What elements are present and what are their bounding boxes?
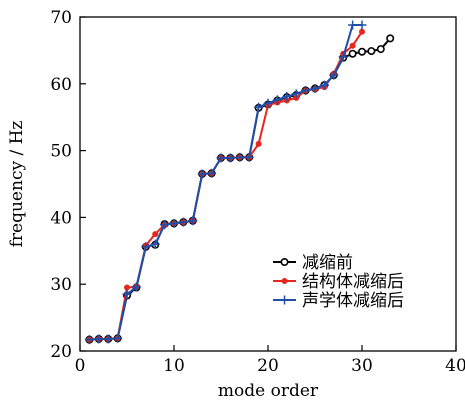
series-2-point [319,80,329,90]
series-2-point [197,169,207,179]
series-1-point [358,28,365,35]
series-2-point [113,333,123,343]
y-tick-label: 70 [50,8,72,28]
series-2-point [122,289,132,299]
y-tick-label: 60 [50,75,72,95]
legend-entry-2: 声学体减缩后 [273,291,404,311]
x-tick-label: 20 [257,356,279,376]
series-2-point [141,242,151,252]
series-2-point [329,70,339,80]
plot-series [84,20,395,345]
legend-marker-0 [273,257,296,266]
series-0-point [386,34,395,43]
y-tick-label: 30 [50,275,72,295]
y-tick-label: 50 [50,142,72,162]
y-tick-label: 40 [50,208,72,228]
x-tick-label: 10 [163,356,185,376]
series-2-point [178,217,188,227]
series-2-point [301,85,311,95]
series-2-point [235,152,245,162]
series-1-point [152,231,159,238]
series-2-point [348,20,358,30]
series-2-point [84,335,94,345]
series-0-point [357,47,366,56]
y-tick-label: 20 [50,342,72,362]
legend-marker-1 [273,277,296,284]
series-2-point [254,102,264,112]
legend-point-0 [280,257,289,266]
legend-marker-2 [273,295,296,305]
legend-label-2: 声学体减缩后 [302,291,404,311]
series-2-point [357,20,367,30]
series-2 [84,20,367,345]
x-tick-label: 40 [445,356,465,376]
legend-entry-0: 减缩前 [273,253,353,273]
series-2-point [131,282,141,292]
x-axis-label: mode order [218,381,319,401]
legend: 减缩前 结构体减缩后 声学体减缩后 [273,253,404,311]
series-0-point [367,47,376,56]
series-2-point [160,220,170,230]
x-tick-label: 0 [75,356,86,376]
series-1-point [255,140,262,147]
legend-entry-1: 结构体减缩后 [273,272,404,292]
legend-point-1 [281,277,288,284]
series-1-point [349,42,356,49]
series-2-point [310,83,320,93]
series-2-point [103,334,113,344]
series-2-point [282,91,292,101]
x-tick-label: 30 [351,356,373,376]
y-axis-label: frequency / Hz [7,121,27,248]
series-2-point [207,168,217,178]
legend-label-0: 减缩前 [302,253,353,273]
series-0-point [348,49,357,58]
series-1-point [124,284,131,291]
axis-ticks: 0 10 20 30 40 20 30 40 50 60 70 [50,8,465,376]
series-2-point [338,52,348,62]
series-2-point [244,152,254,162]
series-2-point [225,153,235,163]
series-2-point [263,98,273,108]
series-2-point [291,89,301,99]
legend-point-2 [280,295,289,305]
series-2-point [216,153,226,163]
series-2-point [188,216,198,226]
series-0-point [376,45,385,54]
series-2-point [94,334,104,344]
series-2-point [169,218,179,228]
series-2-point [272,95,282,105]
legend-label-1: 结构体减缩后 [302,272,404,292]
series-2-point [150,239,160,249]
